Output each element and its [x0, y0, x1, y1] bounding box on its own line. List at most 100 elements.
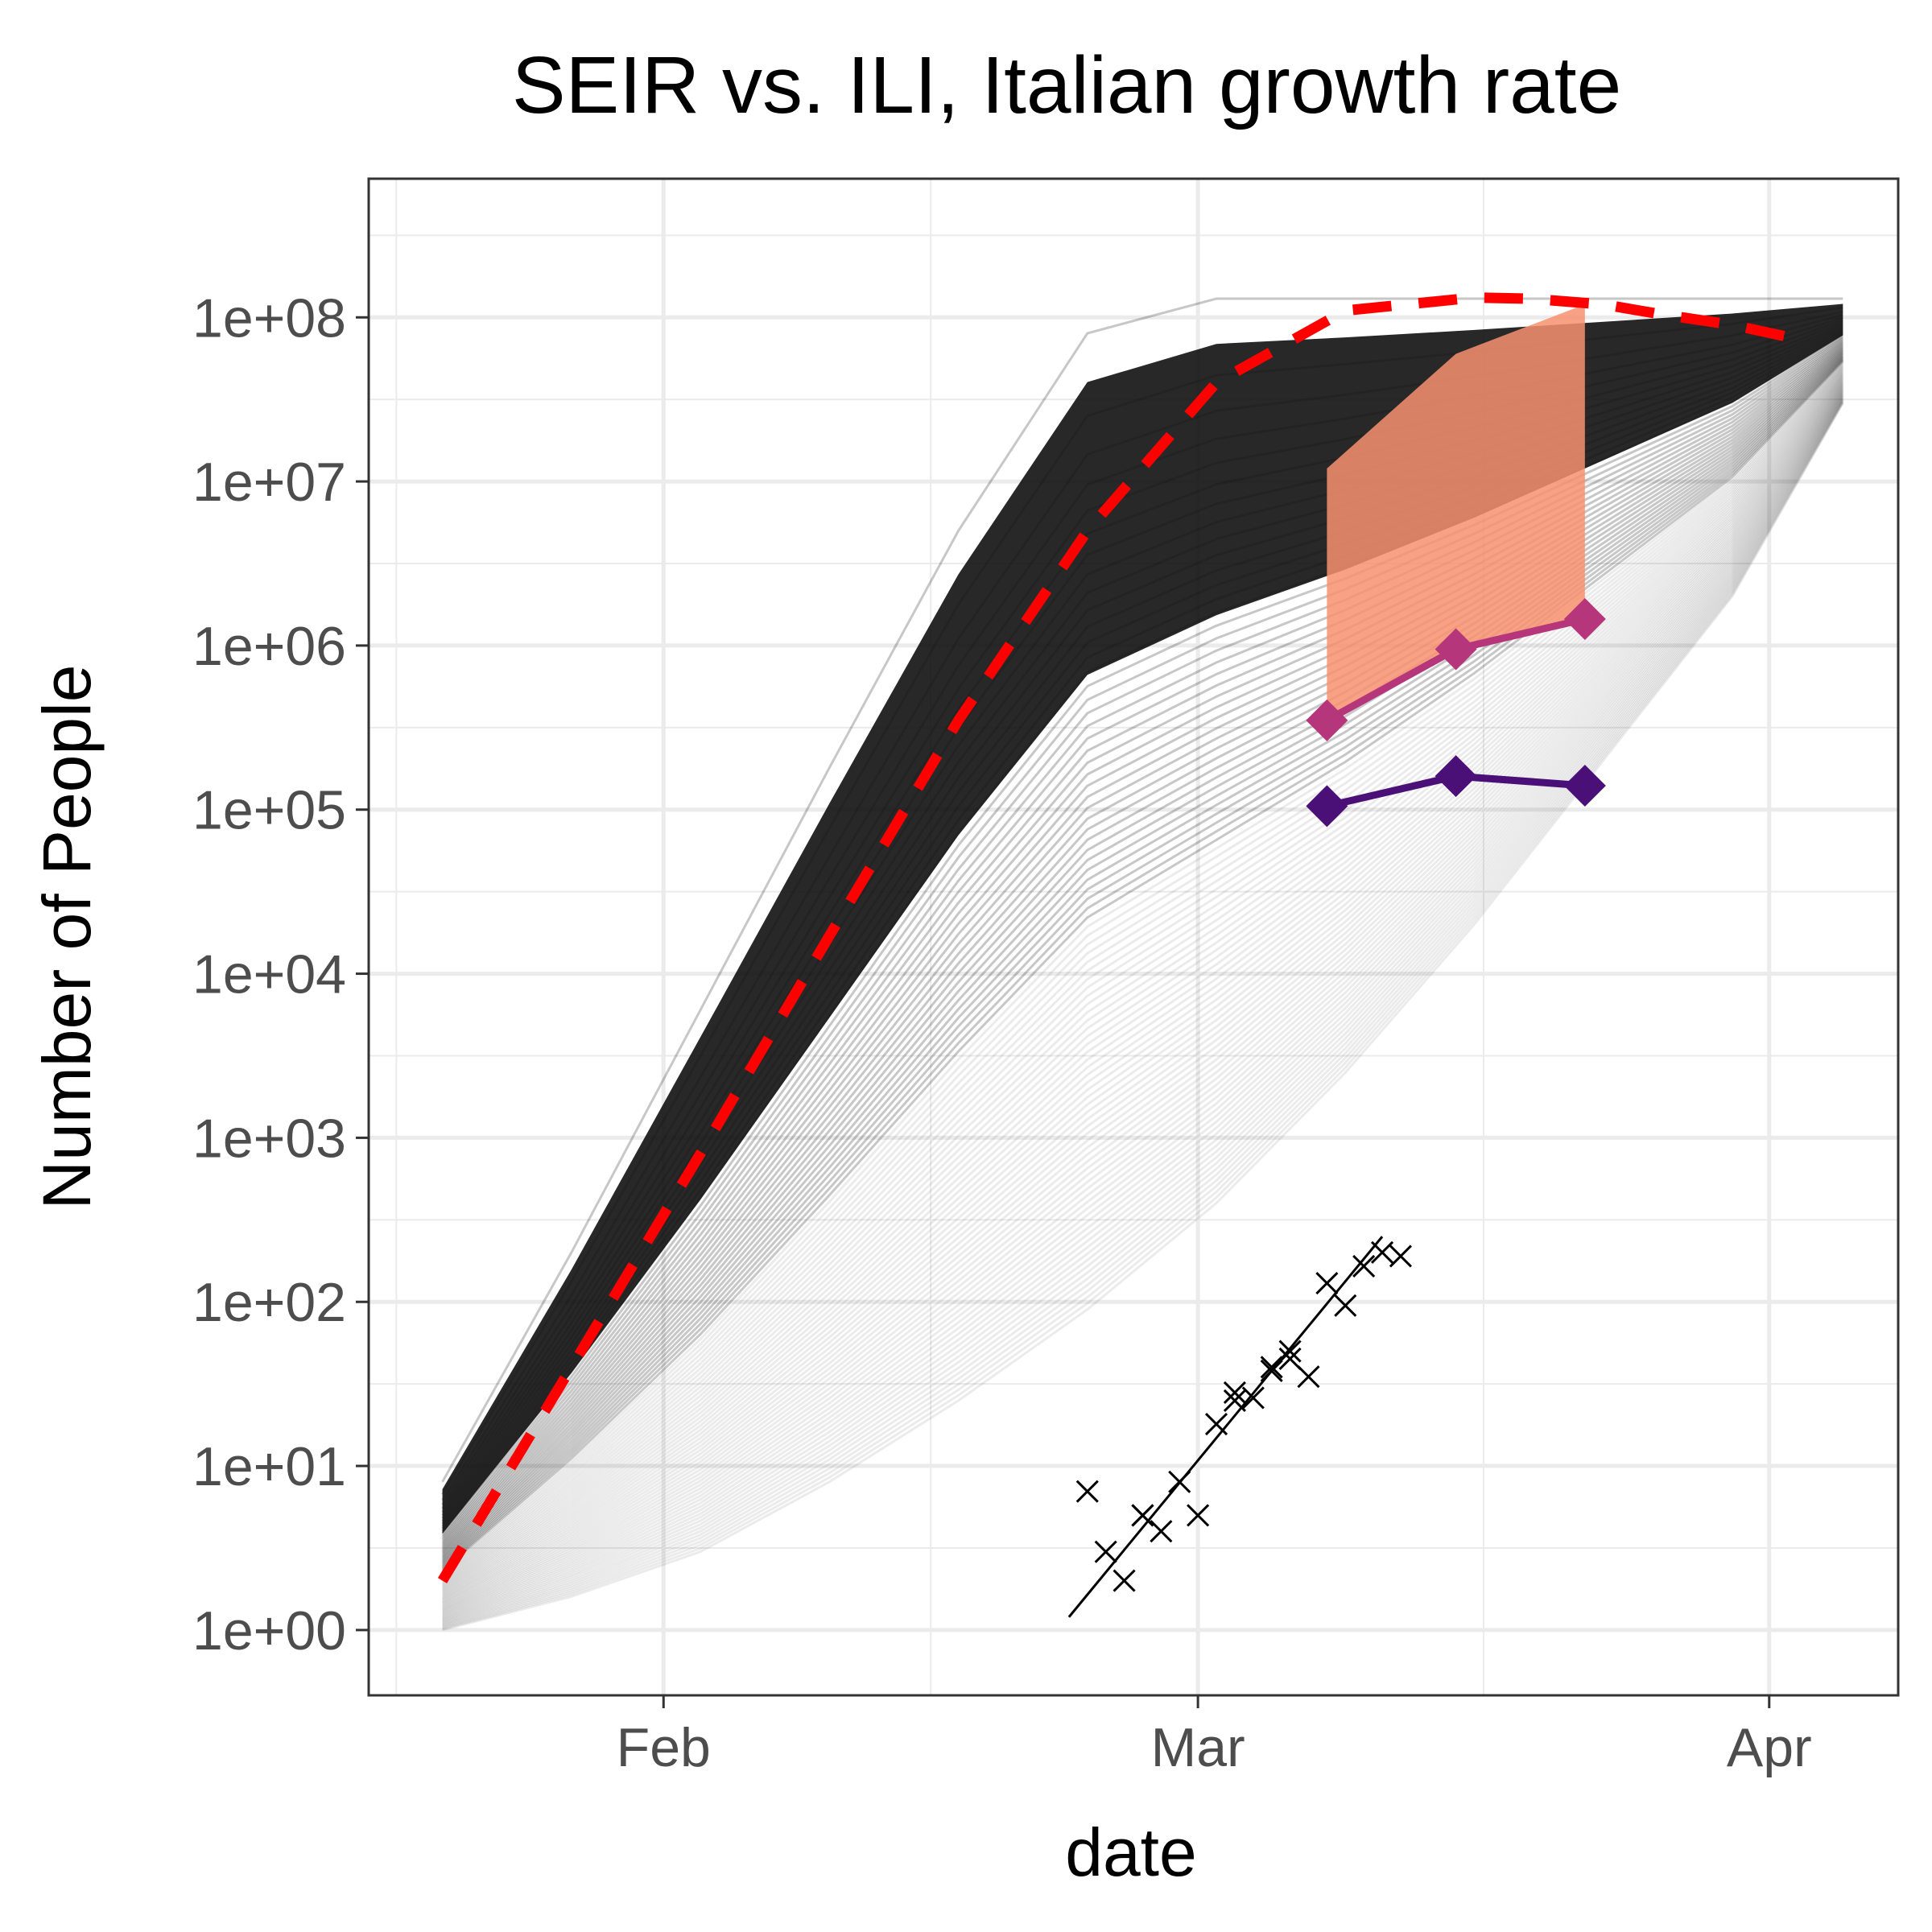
simulation-line [441, 374, 1844, 1591]
simulation-line [441, 369, 1844, 1585]
y-tick-label: 1e+03 [192, 1108, 346, 1169]
simulation-line [442, 396, 1844, 1623]
simulation-line [442, 394, 1844, 1619]
observed-point [1223, 1381, 1246, 1404]
median-line [438, 292, 1807, 1583]
simulation-line [442, 390, 1844, 1615]
simulation-line [441, 361, 1844, 1573]
x-tick-label: Mar [1151, 1717, 1245, 1778]
simulation-line [441, 350, 1844, 1558]
x-tick-label: Feb [617, 1717, 711, 1778]
simulation-line [442, 394, 1844, 1621]
y-tick-label: 1e+06 [192, 616, 346, 677]
lower-ili-point [1306, 785, 1348, 828]
simulation-line [441, 345, 1844, 1550]
upper-ili-point [1563, 598, 1606, 641]
simulation-line [442, 402, 1844, 1632]
observed-point [1278, 1340, 1302, 1363]
simulation-line [441, 388, 1844, 1611]
simulation-line [441, 362, 1844, 1575]
observed-point [1370, 1241, 1394, 1264]
simulation-line [441, 385, 1844, 1607]
x-axis-title: date [1065, 1814, 1197, 1890]
simulation-line [441, 386, 1844, 1609]
simulation-line [441, 365, 1844, 1580]
simulation-line [441, 370, 1844, 1587]
simulation-line [441, 342, 1844, 1546]
observed-point [1334, 1294, 1357, 1317]
simulation-line [441, 373, 1844, 1590]
x-tick-label: Apr [1727, 1717, 1812, 1778]
simulation-line [441, 336, 1844, 1538]
simulation-line [442, 402, 1844, 1631]
simulation-line [441, 353, 1844, 1562]
simulation-line [441, 368, 1844, 1583]
simulation-line [441, 357, 1844, 1567]
simulation-line [441, 369, 1844, 1584]
y-axis-title: Number of People [29, 664, 105, 1209]
simulation-line [442, 393, 1844, 1618]
simulation-line [441, 382, 1844, 1604]
simulation-line [441, 372, 1844, 1589]
simulation-line [441, 360, 1844, 1572]
simulation-line [441, 383, 1844, 1605]
simulation-line [442, 398, 1844, 1626]
simulation-line [442, 391, 1844, 1616]
chart-title: SEIR vs. ILI, Italian growth rate [512, 40, 1621, 130]
y-tick-label: 1e+02 [192, 1272, 346, 1333]
y-tick-label: 1e+05 [192, 780, 346, 841]
simulation-line [442, 397, 1844, 1624]
simulation-line [441, 347, 1844, 1554]
simulation-line [441, 376, 1844, 1595]
observed-fit-line [1067, 1236, 1384, 1618]
simulation-line [441, 335, 1844, 1537]
simulation-line [441, 384, 1844, 1606]
observed-point [1260, 1356, 1283, 1379]
simulation-line [441, 389, 1844, 1612]
simulation-line [441, 386, 1844, 1608]
observed-point [1278, 1347, 1302, 1370]
y-tick-label: 1e+08 [192, 287, 346, 349]
simulation-line [441, 374, 1844, 1592]
simulation-line [441, 377, 1844, 1596]
observed-point [1352, 1254, 1376, 1278]
observed-point [1094, 1540, 1117, 1563]
observed-point [1260, 1359, 1283, 1382]
simulation-ensemble-group [441, 297, 1844, 1632]
simulation-line [441, 379, 1844, 1600]
simulation-line [441, 359, 1844, 1571]
observed-point [1131, 1504, 1154, 1527]
observed-point [1241, 1386, 1265, 1410]
simulation-line [441, 380, 1844, 1600]
observed-point [1204, 1412, 1228, 1436]
simulation-line [441, 343, 1844, 1548]
simulation-core-band [442, 303, 1843, 1534]
simulation-line [442, 395, 1844, 1622]
simulation-line [442, 401, 1844, 1630]
simulation-line [441, 381, 1844, 1601]
simulation-line [441, 363, 1844, 1576]
simulation-line [442, 399, 1844, 1628]
simulation-line [441, 378, 1844, 1597]
simulation-line [441, 378, 1844, 1598]
lower-ili-point [1563, 764, 1606, 807]
simulation-line [441, 340, 1844, 1542]
simulation-line [441, 382, 1844, 1603]
simulation-line [441, 366, 1844, 1581]
simulation-line [441, 371, 1844, 1587]
simulation-line [441, 341, 1844, 1545]
simulation-line [441, 387, 1844, 1610]
lower-ili-point [1435, 755, 1477, 798]
plot-area: 1e+00 1e+01 1e+02 1e+03 1e+04 1e+05 1e+06 1e+07… [192, 177, 1900, 1778]
simulation-line [441, 338, 1844, 1541]
simulation-line [441, 354, 1844, 1563]
simulation-line [442, 394, 1844, 1620]
observed-point [1168, 1470, 1191, 1493]
y-tick-label: 1e+04 [192, 944, 346, 1005]
observed-point [1075, 1480, 1099, 1503]
simulation-line [441, 375, 1844, 1594]
observed-point [1297, 1365, 1320, 1389]
simulation-line [442, 400, 1844, 1629]
y-tick-label: 1e+00 [192, 1600, 346, 1662]
